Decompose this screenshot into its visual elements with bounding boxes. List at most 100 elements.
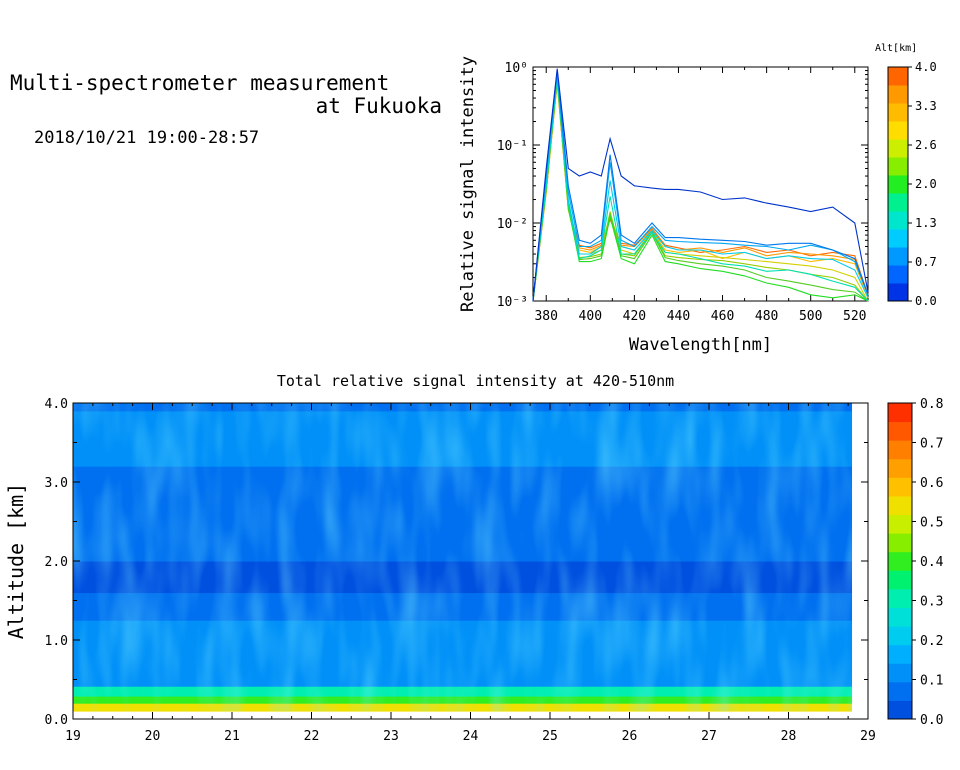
spectrum-series-line [532,70,869,302]
altitude-colorbar-segment [888,229,908,248]
spectrum-y-tick-label: 10⁻³ [497,295,528,310]
altitude-colorbar: 0.0 0.7 1.3 2.0 2.6 3.3 4.0 [887,60,937,308]
spectrum-series-line [532,76,869,302]
spectrum-x-tick-label: 440 [667,309,690,324]
intensity-colorbar-segment [888,440,912,460]
spectrum-tick-labels: 380 400 420 440 460 480 500 520 10⁻³ 10⁻² 10⁻¹ 10⁰ [497,61,867,324]
intensity-colorbar-segment [888,421,912,441]
intensity-colorbar-segment [888,663,912,683]
spectrum-series-line [532,72,869,302]
altitude-colorbar-segment [888,283,908,302]
altitude-colorbar-segment [888,211,908,230]
altitude-colorbar-tick-label: 2.6 [915,138,937,152]
intensity-colorbar-segment [888,458,912,478]
title-line-2: at Fukuoka [315,94,442,118]
intensity-colorbar-tick-label: 0.2 [920,634,943,649]
intensity-colorbar-segment [888,495,912,516]
intensity-colorbar-segment [888,588,912,608]
spectrum-series-line [532,74,869,302]
spectrum-y-tick-label: 10⁻¹ [497,139,528,154]
altitude-colorbar-tick-label: 0.7 [915,255,937,269]
intensity-colorbar-segment [888,477,912,497]
altitude-colorbar-segment [888,85,908,104]
altitude-colorbar-segment [888,265,908,284]
intensity-colorbar-segment [888,570,912,590]
altitude-colorbar-segment [888,175,908,194]
heatmap-y-tick-label: 4.0 [45,397,68,412]
altitude-colorbar-tick-label: 2.0 [915,177,937,191]
spectrum-y-tick-label: 10⁰ [505,61,528,76]
heatmap-x-tick-label: 21 [224,729,240,744]
intensity-colorbar-segment [888,514,912,534]
heatmap-x-tick-label: 26 [622,729,638,744]
spectrum-x-tick-label: 460 [711,309,734,324]
spectrum-x-tick-label: 420 [623,309,646,324]
altitude-colorbar-segment [888,247,908,266]
intensity-colorbar-segment [888,551,912,571]
heatmap-tick-labels: 19 20 21 22 23 24 25 26 27 28 29 0.0 1.0 2.0 3.0 4.0 [45,397,876,744]
altitude-colorbar-segment [888,193,908,212]
altitude-colorbar-tick-label: 1.3 [915,216,937,230]
title-line-1: Multi-spectrometer measurement [10,71,390,95]
altitude-colorbar-segment [888,157,908,176]
spectrum-ticks [533,66,868,302]
intensity-colorbar-segment [888,533,912,553]
heatmap-x-tick-label: 22 [304,729,320,744]
altitude-colorbar-tick-label: 3.3 [915,99,937,113]
intensity-colorbar-tick-label: 0.0 [920,713,943,728]
heatmap-y-axis-label: Altitude [km] [4,483,28,640]
intensity-colorbar-tick-label: 0.4 [920,555,944,570]
heatmap-x-tick-label: 23 [383,729,399,744]
heatmap-y-tick-label: 0.0 [45,713,68,728]
intensity-colorbar-tick-label: 0.5 [920,516,943,531]
heatmap-title: Total relative signal intensity at 420-5… [277,372,674,390]
intensity-colorbar-segment [888,607,912,627]
spectrum-x-tick-label: 520 [843,309,866,324]
intensity-colorbar-segment [888,626,912,646]
intensity-colorbar-tick-label: 0.1 [920,674,943,689]
spectrum-series-line [532,68,869,302]
intensity-colorbar-segment [888,681,912,701]
heatmap-x-tick-label: 20 [145,729,161,744]
intensity-colorbar-segment [888,700,912,720]
heatmap-y-tick-label: 3.0 [45,476,68,491]
intensity-colorbar-segment [888,403,912,423]
heatmap-x-tick-label: 19 [65,729,81,744]
date-range: 2018/10/21 19:00-28:57 [34,128,260,148]
intensity-colorbar: 0.0 0.1 0.2 0.3 0.4 0.5 0.6 0.7 0.8 [887,397,944,728]
spectrum-x-tick-label: 500 [799,309,822,324]
spectrum-y-axis-label: Relative signal intensity [458,56,478,312]
heatmap-x-tick-label: 29 [860,729,876,744]
heatmap-y-tick-label: 1.0 [45,634,68,649]
intensity-colorbar-tick-label: 0.6 [920,476,943,491]
spectrum-x-tick-label: 380 [534,309,557,324]
heatmap-x-tick-label: 28 [781,729,797,744]
altitude-colorbar-label: Alt[km] [875,43,917,54]
altitude-colorbar-segment [888,67,908,86]
heatmap-x-tick-label: 25 [542,729,558,744]
heatmap-x-tick-label: 27 [701,729,717,744]
spectrum-lines [532,68,869,302]
intensity-colorbar-tick-label: 0.3 [920,595,943,610]
intensity-colorbar-tick-label: 0.8 [920,397,943,412]
intensity-colorbar-segment [888,644,912,664]
heatmap-data [73,403,853,712]
intensity-colorbar-tick-label: 0.7 [920,437,943,452]
spectrum-x-tick-label: 400 [579,309,602,324]
altitude-colorbar-tick-label: 4.0 [915,60,937,74]
heatmap-ticks [72,402,869,720]
heatmap-y-tick-label: 2.0 [45,555,68,570]
altitude-colorbar-segment [888,139,908,158]
figure-title: Multi-spectrometer measurement at Fukuok… [10,72,442,118]
spectrum-series-line [532,78,869,302]
heatmap-x-tick-label: 24 [463,729,479,744]
altitude-colorbar-segment [888,103,908,122]
spectrum-y-tick-label: 10⁻² [497,217,528,232]
altitude-colorbar-segment [888,121,908,140]
altitude-colorbar-tick-label: 0.0 [915,294,937,308]
spectrum-x-axis-label: Wavelength[nm] [629,335,772,355]
heatmap-texture [73,403,853,712]
spectrum-x-tick-label: 480 [755,309,778,324]
